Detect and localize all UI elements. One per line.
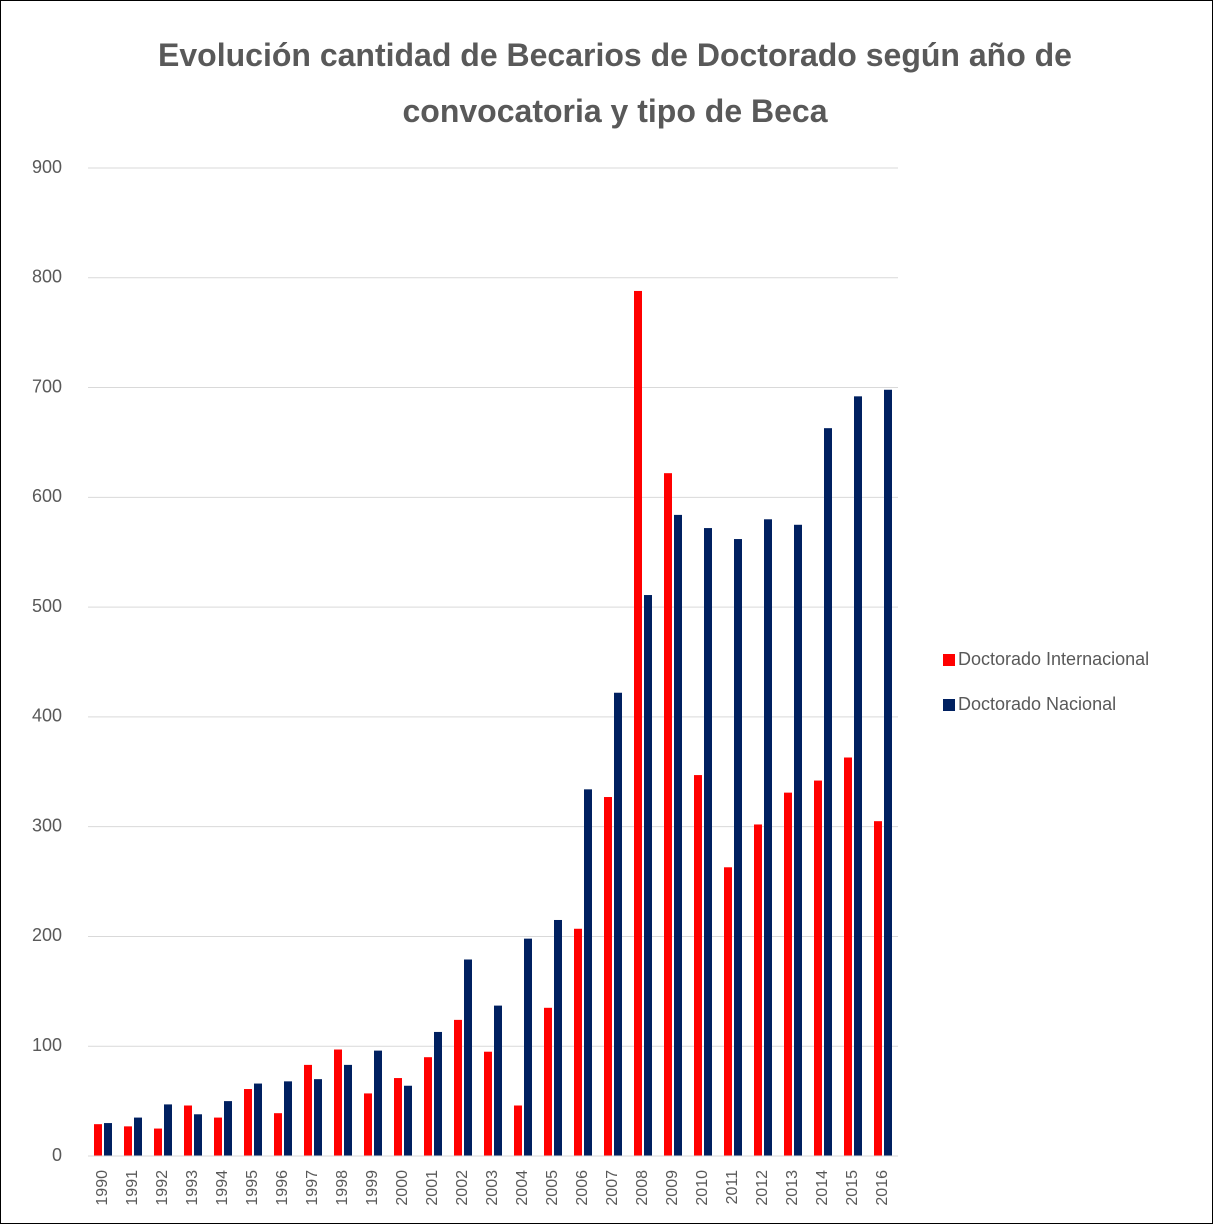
x-tick-label: 2005 (544, 1170, 561, 1206)
bar (524, 938, 532, 1156)
y-tick-label: 900 (32, 157, 62, 177)
bar (164, 1104, 172, 1156)
bar (854, 396, 862, 1156)
bar (214, 1117, 222, 1156)
bar (374, 1050, 382, 1156)
bar (634, 290, 642, 1156)
x-tick-label: 2010 (694, 1170, 711, 1206)
bar (334, 1049, 342, 1156)
x-tick-label: 2001 (424, 1170, 441, 1206)
bar (704, 528, 712, 1156)
bar (554, 919, 562, 1156)
bar (734, 539, 742, 1156)
legend-swatch (943, 699, 955, 711)
bar (404, 1085, 412, 1156)
bar (494, 1005, 502, 1156)
x-tick-label: 1993 (184, 1170, 201, 1206)
bar (664, 473, 672, 1156)
x-tick-label: 2016 (874, 1170, 891, 1206)
x-tick-label: 1999 (364, 1170, 381, 1206)
bar (424, 1057, 432, 1156)
y-tick-label: 300 (32, 815, 62, 835)
bar (394, 1078, 402, 1156)
x-tick-label: 2014 (814, 1170, 831, 1206)
x-tick-label: 2011 (724, 1170, 741, 1205)
y-tick-label: 0 (52, 1145, 62, 1165)
bar (754, 824, 762, 1156)
x-tick-label: 2004 (514, 1170, 531, 1206)
x-tick-label: 2000 (394, 1170, 411, 1206)
bar (274, 1113, 282, 1156)
y-tick-label: 100 (32, 1035, 62, 1055)
bar (224, 1101, 232, 1156)
bar (364, 1093, 372, 1156)
y-tick-label: 500 (32, 596, 62, 616)
x-tick-label: 1992 (154, 1170, 171, 1206)
bar (724, 867, 732, 1156)
x-tick-label: 2002 (454, 1170, 471, 1206)
chart-title: Evolución cantidad de Becarios de Doctor… (158, 37, 1072, 129)
bar (244, 1089, 252, 1156)
bar (344, 1064, 352, 1156)
bar (584, 789, 592, 1156)
legend-label: Doctorado Nacional (958, 694, 1116, 714)
bar (194, 1114, 202, 1156)
bar (604, 797, 612, 1156)
bar (94, 1124, 102, 1156)
bar (304, 1064, 312, 1156)
x-tick-label: 2015 (844, 1170, 861, 1206)
bar (514, 1105, 522, 1156)
x-tick-label: 2006 (574, 1170, 591, 1206)
bar (154, 1128, 162, 1156)
x-tick-label: 1990 (94, 1170, 111, 1206)
x-tick-label: 2009 (664, 1170, 681, 1206)
x-tick-label: 1995 (244, 1170, 261, 1206)
bar (254, 1083, 262, 1156)
bar (764, 519, 772, 1156)
bar (694, 775, 702, 1156)
y-tick-label: 200 (32, 925, 62, 945)
bar (884, 389, 892, 1156)
bar (784, 792, 792, 1156)
bar (124, 1126, 132, 1156)
x-tick-label: 2003 (484, 1170, 501, 1206)
y-tick-label: 400 (32, 706, 62, 726)
bar (674, 514, 682, 1156)
x-tick-label: 1998 (334, 1170, 351, 1206)
bar (104, 1123, 112, 1156)
y-tick-label: 700 (32, 376, 62, 396)
bar (574, 928, 582, 1156)
x-tick-label: 2008 (634, 1170, 651, 1206)
bar (464, 959, 472, 1156)
bar (814, 780, 822, 1156)
bar (824, 428, 832, 1156)
x-tick-label: 2013 (784, 1170, 801, 1206)
x-tick-label: 1991 (124, 1170, 141, 1206)
bar (794, 524, 802, 1156)
legend-swatch (943, 654, 955, 666)
bar (184, 1105, 192, 1156)
x-tick-label: 1996 (274, 1170, 291, 1206)
y-tick-label: 800 (32, 267, 62, 287)
x-tick-label: 1994 (214, 1170, 231, 1206)
bar (844, 757, 852, 1156)
x-tick-label: 2007 (604, 1170, 621, 1206)
bar (314, 1079, 322, 1156)
bar (284, 1081, 292, 1156)
bar (454, 1019, 462, 1156)
legend-label: Doctorado Internacional (958, 649, 1149, 669)
bar (434, 1031, 442, 1156)
bar (134, 1117, 142, 1156)
bar (484, 1051, 492, 1156)
bar (614, 692, 622, 1156)
bar (544, 1007, 552, 1156)
bar (874, 821, 882, 1156)
y-tick-label: 600 (32, 486, 62, 506)
x-tick-label: 1997 (304, 1170, 321, 1206)
x-tick-label: 2012 (754, 1170, 771, 1206)
bar (644, 595, 652, 1156)
